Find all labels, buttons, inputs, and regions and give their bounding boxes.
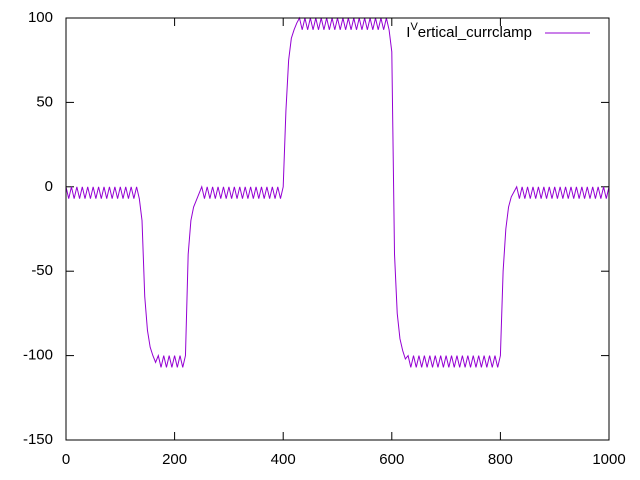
x-tick-label: 800 <box>488 451 513 468</box>
x-tick-label: 400 <box>271 451 296 468</box>
x-tick-label: 0 <box>62 451 70 468</box>
y-tick-label: 100 <box>28 9 53 26</box>
y-tick-label: -100 <box>23 347 53 364</box>
y-tick-label: 0 <box>45 178 53 195</box>
x-tick-label: 1000 <box>592 451 625 468</box>
legend-label: IVertical_currclamp <box>406 21 532 41</box>
y-tick-label: -50 <box>31 262 53 279</box>
y-tick-label: -150 <box>23 431 53 448</box>
x-tick-label: 200 <box>162 451 187 468</box>
y-tick-label: 50 <box>36 93 53 110</box>
plot-border <box>65 17 610 441</box>
x-tick-label: 600 <box>379 451 404 468</box>
